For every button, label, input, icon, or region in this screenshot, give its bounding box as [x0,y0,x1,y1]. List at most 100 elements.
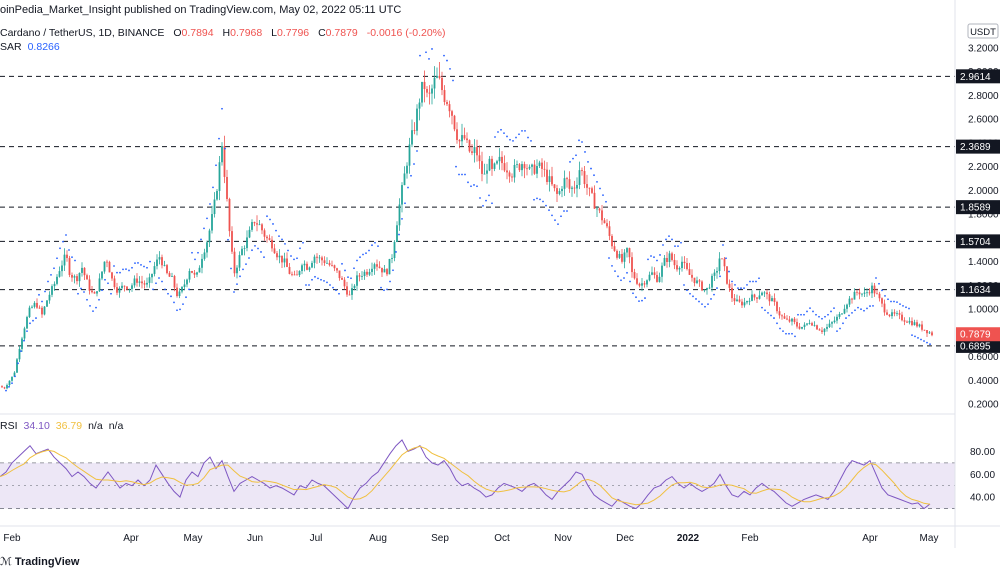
candle-body [561,188,563,192]
candle-body [736,299,738,302]
candle-body [128,288,131,290]
candle-body [46,300,48,307]
sar-dot [554,219,556,222]
sar-dot [323,279,325,282]
candle-body [536,166,538,174]
sar-dot [8,385,10,388]
sar-dot [74,259,76,262]
rsi-pane[interactable] [0,439,955,510]
sar-dot [338,292,340,295]
sar-dot [845,317,847,319]
candle-body [346,286,348,295]
candle-body [53,283,56,287]
candle-body [428,92,431,94]
sar-dot [917,337,919,339]
candle-body [796,322,798,327]
sar-dot [743,287,745,290]
candle-body [258,224,261,226]
sar-dot [719,275,721,278]
candle-body [578,170,581,185]
candle-body [51,286,53,295]
candle-body [8,380,11,386]
sar-dot [485,199,487,202]
candle-body [853,291,856,300]
sar-dot [458,173,460,176]
sar-dot [512,139,514,142]
candle-body [108,261,111,273]
price-pane[interactable] [0,48,955,392]
candle-body [173,275,176,288]
time-tick-label: Apr [862,533,878,544]
sar-dot [200,238,202,241]
sar-dot [758,277,760,280]
candle-body [193,272,196,275]
candle-body [611,235,613,247]
candle-body [436,75,438,78]
candle-body [461,135,463,142]
sar-dot [536,197,538,200]
candle-body [773,298,776,302]
sar-dot [317,277,319,280]
candle-body [858,292,861,295]
candle-body [273,248,276,254]
candle-body [296,274,298,276]
candle-body [848,298,851,305]
sar-dot [308,284,310,286]
candle-body [676,265,678,270]
candle-body [241,248,243,256]
sar-dot [464,173,466,176]
sar-dot [875,277,877,279]
candle-body [898,313,901,315]
sar-dot [902,305,904,307]
sar-dot [836,330,838,333]
sar-dot [899,303,901,306]
tradingview-logo[interactable]: ℳ TradingView [0,555,79,568]
candle-body [693,277,696,284]
candle-body [646,280,648,285]
low-label: L [271,27,278,39]
candle-body [678,268,681,270]
level-label: 2.3689 [960,142,991,153]
sar-dot [818,315,820,318]
sar-dot [611,264,613,267]
sar-dot [788,332,790,335]
sar-dot [767,311,769,314]
sar-dot [218,137,220,140]
sar-dot [785,332,787,335]
sar-dot [416,150,418,152]
candle-body [651,272,653,275]
sar-dot [509,138,511,141]
sar-dot [209,203,211,205]
sar-dot [896,301,898,304]
sar-dot [44,290,46,293]
sar-dot [635,296,637,299]
candle-body [16,359,18,373]
sar-dot [164,288,166,291]
sar-dot [524,130,526,132]
candle-body [891,312,893,317]
candle-body [343,279,346,287]
sar-legend: SAR 0.8266 [0,41,60,53]
last-price-tag [956,327,1000,342]
candle-body [3,387,6,389]
candle-body [708,287,711,289]
candle-body [463,135,466,139]
sar-dot [149,260,151,263]
sar-dot [296,257,298,260]
sar-dot [806,310,808,313]
rsi-tick-label: 80.00 [970,447,995,458]
sar-dot [851,311,853,314]
open-value: 0.7894 [181,27,214,39]
candle-body [503,163,506,171]
sar-dot [782,330,784,333]
sar-dot [320,278,322,281]
candle-body [896,313,898,315]
sar-dot [629,280,631,283]
sar-dot [89,305,91,307]
candle-body [1,386,3,388]
sar-dot [716,287,718,289]
sar-dot [443,54,445,57]
candle-body [261,224,263,231]
sar-dot [533,198,535,201]
